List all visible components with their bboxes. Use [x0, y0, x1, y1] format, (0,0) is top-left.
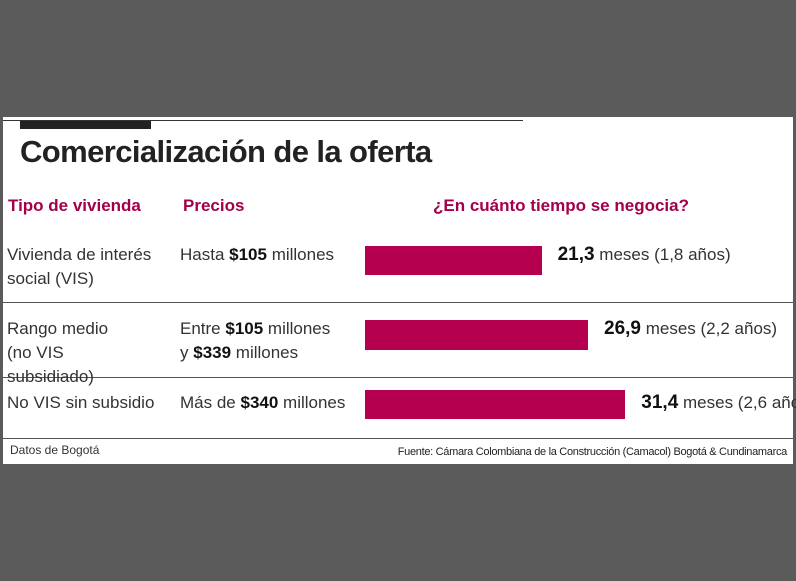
row-separator [3, 302, 793, 303]
value-note: meses (1,8 años) [599, 245, 731, 264]
price-part: $105 [229, 245, 267, 264]
column-header: Precios [183, 196, 245, 215]
row-separator [3, 377, 793, 378]
price-part: millones [266, 245, 335, 264]
value-number: 31,4 [641, 392, 679, 413]
title-accent [20, 121, 151, 129]
category-label: No VIS sin subsidio [7, 393, 155, 412]
bar [365, 320, 588, 350]
price-part: Entre [180, 319, 226, 338]
bar [365, 246, 542, 275]
price-part: Hasta [180, 245, 230, 264]
value-note: meses (2,2 años) [645, 319, 778, 338]
price-label: Hasta $105 millones [180, 243, 360, 267]
price-part: $105 [225, 319, 264, 338]
source: Fuente: Cámara Colombiana de la Construc… [397, 446, 788, 458]
value-label: 31,4 meses (2,6 años) [641, 391, 796, 415]
price-part: $340 [240, 393, 279, 412]
value-number: 26,9 [604, 318, 641, 339]
infographic: Comercialización de la oferta Tipo de vi… [3, 117, 796, 464]
category-label: Rango medio (no VIS subsidiado) [7, 319, 109, 386]
category-label: Vivienda de interés social (VIS) [7, 245, 152, 288]
chart-title: Comercialización de la oferta [20, 134, 432, 169]
row-separator [3, 438, 793, 439]
price-label: Más de $340 millones [180, 391, 360, 415]
column-header: ¿En cuánto tiempo se negocia? [433, 196, 689, 215]
value-note: meses (2,6 años) [683, 393, 796, 412]
column-header: Tipo de vivienda [8, 196, 141, 215]
price-label: Entre $105 millones y $339 millones [180, 317, 342, 365]
source-left: Datos de Bogotá [10, 443, 100, 457]
top-rule [3, 120, 523, 121]
price-part: millones [278, 393, 346, 412]
value-number: 21,3 [557, 244, 595, 265]
price-part: Más de [180, 393, 241, 412]
bar [365, 390, 626, 419]
value-label: 21,3 meses (1,8 años) [558, 243, 731, 267]
value-label: 26,9 meses (2,2 años) [604, 317, 777, 341]
price-part: millones [231, 343, 299, 362]
price-part: $339 [193, 343, 232, 362]
price-part: millones y [180, 319, 331, 362]
